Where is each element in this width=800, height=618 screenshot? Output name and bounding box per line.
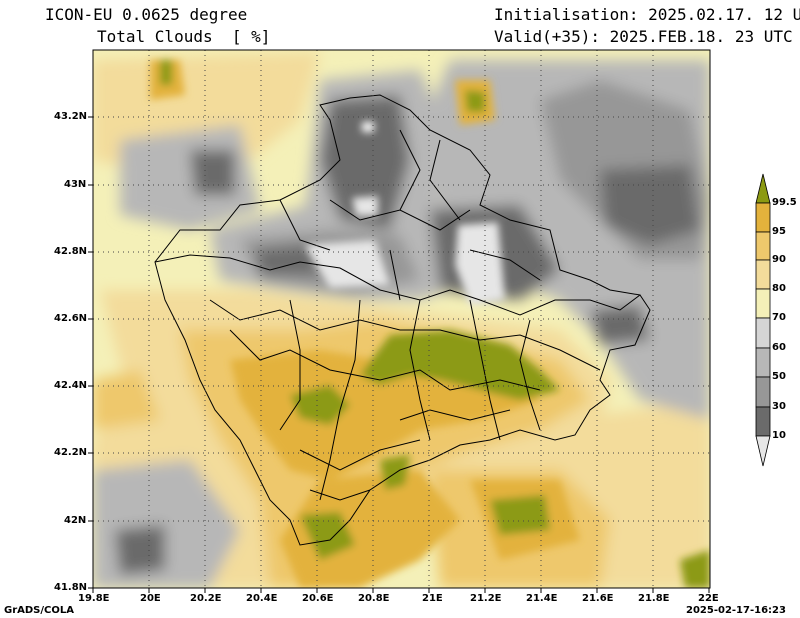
- legend-level-label: 60: [772, 342, 786, 353]
- lon-tick-label: 19.8E: [78, 593, 110, 604]
- lon-tick-label: 21.8E: [638, 593, 670, 604]
- lon-tick-label: 21E: [422, 593, 443, 604]
- lon-tick-label: 21.4E: [526, 593, 558, 604]
- lon-tick-label: 20E: [140, 593, 161, 604]
- legend-level-label: 50: [772, 371, 786, 382]
- lon-tick-label: 20.8E: [358, 593, 390, 604]
- lon-tick-label: 21.6E: [582, 593, 614, 604]
- lon-tick-label: 20.4E: [246, 593, 278, 604]
- lat-tick-label: 42.6N: [54, 313, 88, 324]
- lat-tick-label: 43N: [64, 179, 87, 190]
- lat-tick-label: 43.2N: [54, 111, 88, 122]
- cloud-field: [93, 50, 710, 588]
- lon-tick-label: 20.2E: [190, 593, 222, 604]
- lat-tick-label: 42.2N: [54, 447, 88, 458]
- lat-tick-label: 41.8N: [54, 582, 88, 593]
- lon-tick-label: 20.6E: [302, 593, 334, 604]
- legend-level-label: 80: [772, 283, 786, 294]
- lat-tick-label: 42N: [64, 515, 87, 526]
- software-credit: GrADS/COLA: [4, 605, 74, 616]
- legend-level-label: 95: [772, 226, 786, 237]
- legend-level-label: 30: [772, 401, 786, 412]
- admin-borders: [154, 94, 651, 546]
- axis-ticks: [88, 116, 710, 593]
- lat-tick-label: 42.8N: [54, 246, 88, 257]
- lon-tick-label: 21.2E: [470, 593, 502, 604]
- lon-tick-label: 22E: [698, 593, 719, 604]
- init-time: Initialisation: 2025.02.17. 12 UTC: [494, 5, 800, 24]
- model-title: ICON-EU 0.0625 degree: [45, 5, 248, 24]
- lat-tick-label: 42.4N: [54, 380, 88, 391]
- legend-level-label: 90: [772, 254, 786, 265]
- legend-level-label: 70: [772, 312, 786, 323]
- variable-title: Total Clouds [ %]: [97, 27, 271, 46]
- valid-time: Valid(+35): 2025.FEB.18. 23 UTC: [494, 27, 793, 46]
- legend-level-label: 99.5: [772, 197, 797, 208]
- render-timestamp: 2025-02-17-16:23: [686, 605, 786, 616]
- legend-level-label: 10: [772, 430, 786, 441]
